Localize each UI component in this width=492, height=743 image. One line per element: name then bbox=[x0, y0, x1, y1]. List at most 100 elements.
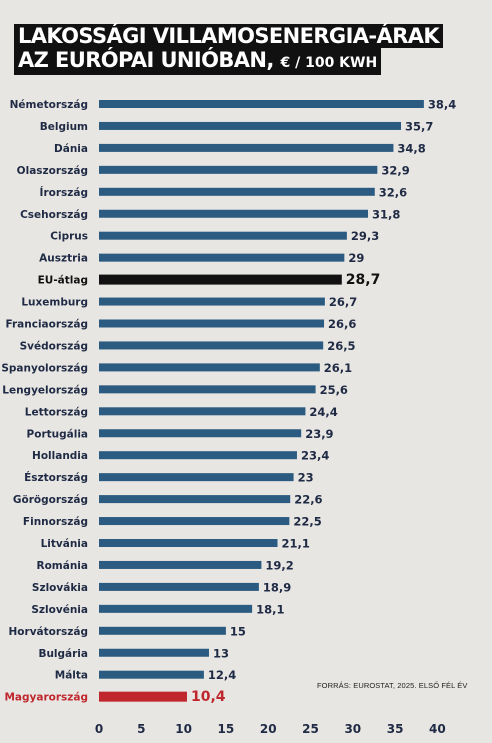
x-tick-label: 0 bbox=[95, 722, 103, 736]
category-label: Litvánia bbox=[41, 538, 88, 550]
category-label: Ciprus bbox=[50, 231, 88, 243]
x-tick-label: 5 bbox=[137, 722, 145, 736]
title-main-2: az Európai Unióban, bbox=[18, 48, 274, 72]
value-label: 29 bbox=[348, 251, 364, 265]
x-tick-label: 10 bbox=[175, 722, 192, 736]
value-label: 31,8 bbox=[372, 207, 400, 221]
category-label: Portugália bbox=[27, 428, 88, 440]
value-label: 26,1 bbox=[324, 361, 352, 375]
bar bbox=[99, 341, 324, 350]
category-label: Szlovákia bbox=[32, 582, 88, 594]
value-label: 32,6 bbox=[379, 185, 407, 199]
x-tick-label: 40 bbox=[429, 722, 446, 736]
value-label: 26,7 bbox=[329, 295, 357, 309]
title-unit: € / 100 kWh bbox=[280, 55, 378, 71]
category-label: Szlovénia bbox=[31, 604, 88, 616]
bar bbox=[99, 143, 394, 152]
value-label: 25,6 bbox=[320, 383, 348, 397]
value-label: 34,8 bbox=[397, 141, 425, 155]
category-label: Luxemburg bbox=[21, 297, 88, 309]
bar bbox=[99, 473, 294, 482]
bar bbox=[99, 187, 375, 196]
value-label: 21,1 bbox=[282, 537, 310, 551]
x-tick-label: 30 bbox=[344, 722, 361, 736]
bar bbox=[99, 582, 259, 591]
title-line-1: Lakossági villamosenergia-árak bbox=[14, 24, 444, 48]
value-label: 13 bbox=[213, 646, 229, 660]
value-label: 22,5 bbox=[293, 515, 321, 529]
category-label: Görögország bbox=[13, 494, 88, 506]
category-label: Svédország bbox=[20, 340, 88, 352]
bar bbox=[99, 253, 345, 262]
bar bbox=[99, 363, 320, 372]
value-label: 29,3 bbox=[351, 229, 379, 243]
category-label: Horvátország bbox=[9, 626, 88, 638]
bar bbox=[99, 100, 424, 108]
bar bbox=[99, 495, 291, 504]
category-label: EU-átlag bbox=[38, 275, 88, 287]
value-label: 18,9 bbox=[263, 580, 291, 594]
bar bbox=[99, 121, 402, 130]
x-tick-label: 20 bbox=[260, 722, 277, 736]
category-label: Írország bbox=[40, 186, 88, 199]
bar bbox=[99, 626, 226, 635]
bar bbox=[99, 231, 347, 240]
value-label: 18,1 bbox=[256, 602, 284, 616]
category-label: Hollandia bbox=[32, 450, 88, 462]
value-label: 23 bbox=[298, 471, 314, 485]
source-note: FORRÁS: EUROSTAT, 2025. ELSŐ FÉL ÉV bbox=[317, 681, 468, 690]
value-label: 26,6 bbox=[328, 317, 356, 331]
category-label: Ausztria bbox=[39, 253, 88, 265]
x-tick-label: 15 bbox=[218, 722, 235, 736]
value-label: 26,5 bbox=[327, 339, 355, 353]
value-label: 19,2 bbox=[265, 558, 293, 572]
category-label: Lettország bbox=[25, 406, 88, 418]
category-label: Málta bbox=[55, 670, 88, 682]
category-label: Olaszország bbox=[17, 165, 88, 177]
value-label: 12,4 bbox=[208, 668, 236, 682]
value-label: 32,9 bbox=[381, 163, 409, 177]
bar bbox=[99, 297, 325, 306]
value-label: 38,4 bbox=[428, 98, 456, 112]
bar bbox=[99, 385, 316, 394]
chart-title: Lakossági villamosenergia-árak az Európa… bbox=[14, 24, 444, 75]
value-label: 23,4 bbox=[301, 449, 329, 463]
category-label: Franciaország bbox=[5, 319, 88, 331]
bar bbox=[99, 648, 209, 657]
value-label: 24,4 bbox=[309, 405, 337, 419]
category-label: Észtország bbox=[24, 471, 88, 484]
bar bbox=[99, 539, 278, 547]
category-label: Dánia bbox=[54, 143, 88, 155]
value-label: 35,7 bbox=[405, 119, 433, 133]
bar bbox=[99, 429, 302, 438]
x-tick-label: 35 bbox=[387, 722, 404, 736]
category-label: Lengyelország bbox=[2, 384, 88, 396]
category-label: Belgium bbox=[40, 121, 88, 133]
value-label: 23,9 bbox=[305, 427, 333, 441]
x-tick-label: 25 bbox=[302, 722, 319, 736]
category-label: Finnország bbox=[23, 516, 88, 528]
value-label: 28,7 bbox=[346, 272, 381, 288]
bar bbox=[99, 691, 187, 702]
bar bbox=[99, 517, 290, 526]
bar bbox=[99, 604, 253, 613]
category-label: Románia bbox=[37, 560, 89, 572]
value-label: 22,6 bbox=[294, 493, 322, 507]
bar bbox=[99, 407, 306, 416]
title-line-2: az Európai Unióban, € / 100 kWh bbox=[14, 48, 382, 75]
category-label: Csehország bbox=[20, 209, 88, 221]
category-label: Spanyolország bbox=[1, 362, 88, 374]
bar bbox=[99, 451, 297, 460]
category-label: Bulgária bbox=[38, 648, 88, 660]
category-label: Németország bbox=[10, 99, 88, 111]
value-label: 15 bbox=[230, 624, 246, 638]
bar bbox=[99, 274, 342, 285]
bar bbox=[99, 209, 369, 218]
bar bbox=[99, 670, 204, 679]
category-label: Magyarország bbox=[4, 692, 88, 704]
bar bbox=[99, 319, 325, 328]
value-label: 10,4 bbox=[191, 689, 226, 705]
bar bbox=[99, 165, 378, 174]
bar bbox=[99, 560, 262, 569]
